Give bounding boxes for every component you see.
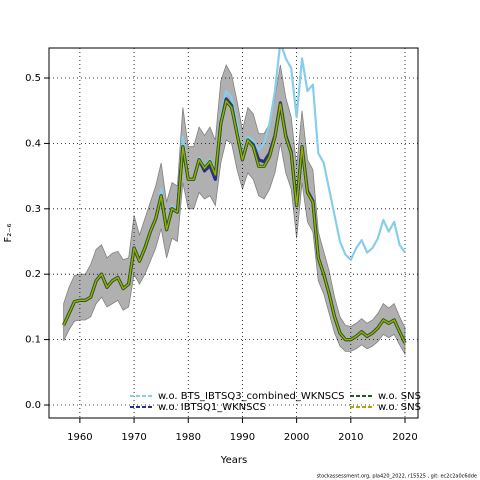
legend-label: w.o. SNS	[378, 391, 421, 402]
legend-label: w.o. BTS_IBTSQ3_combined_WKNSCS	[158, 391, 344, 402]
y-tick-label: 0.0	[25, 400, 41, 411]
y-tick-label: 0.1	[25, 335, 41, 346]
plot-frame	[48, 47, 419, 419]
x-tick-label: 2000	[284, 432, 309, 443]
y-axis-label: F₂₋₆	[3, 223, 14, 242]
x-tick-label: 1970	[121, 432, 146, 443]
legend-label: w.o. SNS	[378, 402, 421, 413]
y-tick-label: 0.4	[25, 138, 41, 149]
legend-label: w.o. IBTSQ1_WKNSCS	[158, 402, 266, 413]
confidence-band	[63, 63, 406, 356]
x-axis-label: Years	[220, 455, 247, 466]
x-tick-label: 1980	[176, 432, 201, 443]
y-tick-label: 0.2	[25, 269, 41, 280]
x-tick-label: 2010	[338, 432, 363, 443]
series-line	[62, 100, 406, 344]
x-tick-label: 1990	[230, 432, 255, 443]
x-tick-label: 2020	[392, 432, 417, 443]
x-tick-label: 1960	[67, 432, 92, 443]
y-tick-label: 0.3	[25, 204, 41, 215]
plot-area	[49, 48, 418, 418]
y-tick-label: 0.5	[25, 73, 41, 84]
footer: stockassessment.org, pla420_2022, r15525…	[317, 474, 477, 480]
